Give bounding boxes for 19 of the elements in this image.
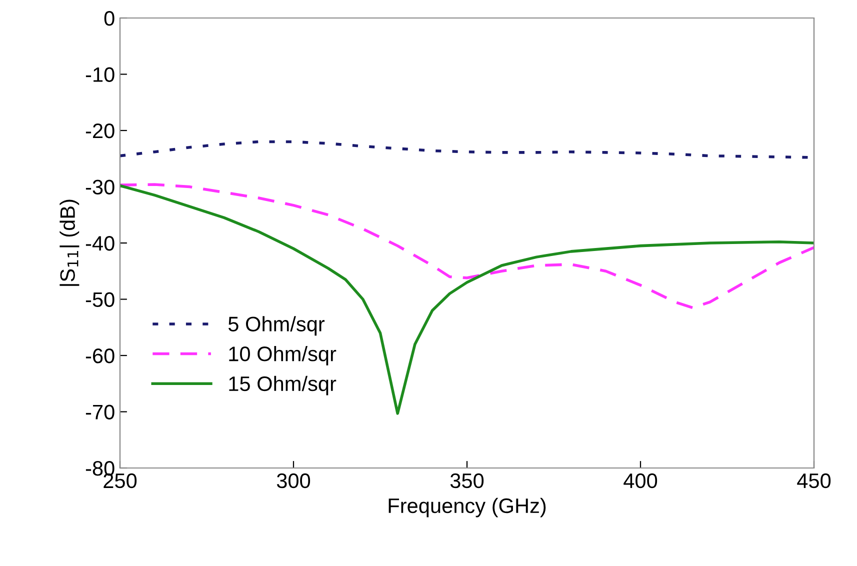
x-tick-label: 450 [797,473,831,488]
x-axis-title: Frequency (GHz) [388,498,546,518]
line-series [120,184,814,415]
x-tick-label: 400 [624,473,658,488]
y-tick-label: -60 [86,348,114,364]
x-tick-label: 350 [450,473,484,488]
legend-label: 15 Ohm/sqr [229,376,336,396]
y-tick-label: -50 [86,292,114,308]
y-tick-label: -20 [86,124,114,138]
y-tick-label: -40 [86,236,114,251]
legend-label: 10 Ohm/sqr [229,346,336,366]
y-tick-label: -30 [86,180,114,195]
x-tick-label: 300 [276,473,310,488]
legend-label: 5 Ohm/sqr [228,316,325,336]
y-tick-label: -70 [86,404,114,420]
y-tick-label: 0 [104,11,114,26]
y-axis-title: |S$_{11}$| (dB) [60,200,80,286]
line-series [120,183,814,310]
y-tick-label: -10 [86,67,114,82]
